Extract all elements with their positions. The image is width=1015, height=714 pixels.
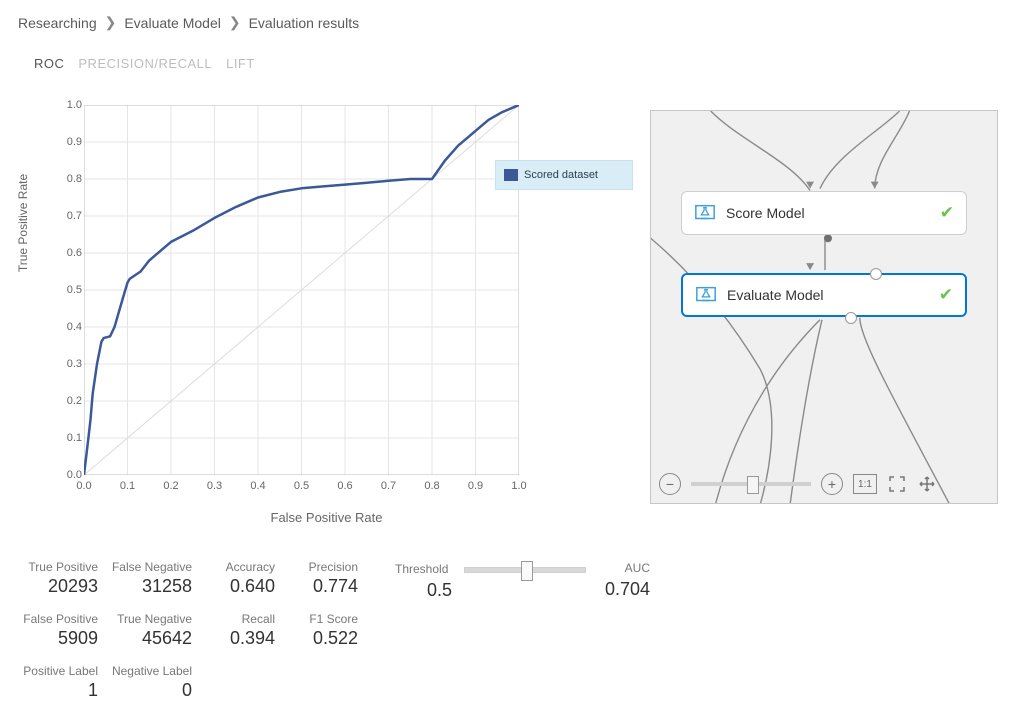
metric-value: 5909 [18,628,98,649]
metric-negative-label: Negative Label 0 [106,664,192,701]
legend-swatch [504,169,518,181]
metric-true-positive: True Positive 20293 [18,560,98,597]
flask-icon [695,284,717,306]
metric-value: 0.394 [215,628,275,649]
pan-button[interactable] [917,474,937,494]
breadcrumb-item[interactable]: Researching [18,15,97,31]
chart-yticks: 0.00.10.20.30.40.50.60.70.80.91.0 [60,105,82,475]
metric-value: 20293 [18,576,98,597]
metric-label: AUC [590,561,650,575]
metric-precision: Precision 0.774 [298,560,358,597]
metric-label: True Negative [106,612,192,626]
metric-label: F1 Score [298,612,358,626]
fit-to-screen-button[interactable] [887,474,907,494]
chevron-right-icon: ❯ [105,14,117,31]
zoom-in-button[interactable]: + [821,473,843,495]
metric-value: 0.704 [590,579,650,600]
check-icon: ✔ [939,285,953,305]
tab-lift[interactable]: LIFT [226,56,255,71]
pipeline-panel[interactable]: Score Model ✔ Evaluate Model ✔ − + 1:1 [650,110,998,504]
metric-label: False Negative [106,560,192,574]
breadcrumb-item: Evaluation results [249,15,360,31]
node-port[interactable] [845,312,857,324]
legend-label: Scored dataset [524,169,598,181]
auc-metric: AUC 0.704 [590,561,650,600]
metric-label: Negative Label [106,664,192,678]
metric-f1-score: F1 Score 0.522 [298,612,358,649]
pipeline-toolbar: − + 1:1 [659,473,989,495]
metric-positive-label: Positive Label 1 [18,664,98,701]
metric-label: Recall [215,612,275,626]
metric-label: Threshold [395,562,448,576]
zoom-reset-button[interactable]: 1:1 [853,474,877,494]
metric-value: 0 [106,680,192,701]
pipeline-node-evaluate-model[interactable]: Evaluate Model ✔ [681,273,967,317]
check-icon: ✔ [940,203,954,223]
zoom-slider[interactable] [691,482,811,486]
zoom-out-button[interactable]: − [659,473,681,495]
pipeline-node-label: Score Model [726,205,940,221]
chart-xlabel: False Positive Rate [34,510,619,525]
pipeline-node-score-model[interactable]: Score Model ✔ [681,191,967,235]
chart-ylabel: True Positive Rate [16,163,30,283]
flask-icon [694,202,716,224]
breadcrumb: Researching ❯ Evaluate Model ❯ Evaluatio… [18,14,359,31]
metric-label: Accuracy [215,560,275,574]
metric-label: Positive Label [18,664,98,678]
metric-label: True Positive [18,560,98,574]
slider-thumb[interactable] [747,476,759,494]
chevron-right-icon: ❯ [229,14,241,31]
threshold-slider[interactable] [464,567,586,573]
metric-value: 0.774 [298,576,358,597]
metric-label: False Positive [18,612,98,626]
tab-roc[interactable]: ROC [34,56,64,71]
breadcrumb-item[interactable]: Evaluate Model [124,15,221,31]
chart-legend[interactable]: Scored dataset [495,160,633,190]
metric-true-negative: True Negative 45642 [106,612,192,649]
slider-thumb[interactable] [521,561,533,581]
roc-chart: True Positive Rate 0.00.10.20.30.40.50.6… [34,90,619,530]
chart-tabs: ROC PRECISION/RECALL LIFT [34,56,255,71]
tab-precision-recall[interactable]: PRECISION/RECALL [78,56,212,71]
metric-value: 31258 [106,576,192,597]
metric-accuracy: Accuracy 0.640 [215,560,275,597]
metric-false-negative: False Negative 31258 [106,560,192,597]
metric-recall: Recall 0.394 [215,612,275,649]
chart-xticks: 0.00.10.20.30.40.50.60.70.80.91.0 [84,480,519,496]
metric-value: 0.640 [215,576,275,597]
metric-value: 1 [18,680,98,701]
metric-value: 45642 [106,628,192,649]
pipeline-node-label: Evaluate Model [727,287,939,303]
metric-label: Precision [298,560,358,574]
chart-canvas [84,105,519,475]
metric-value: 0.522 [298,628,358,649]
node-port[interactable] [870,268,882,280]
metric-false-positive: False Positive 5909 [18,612,98,649]
